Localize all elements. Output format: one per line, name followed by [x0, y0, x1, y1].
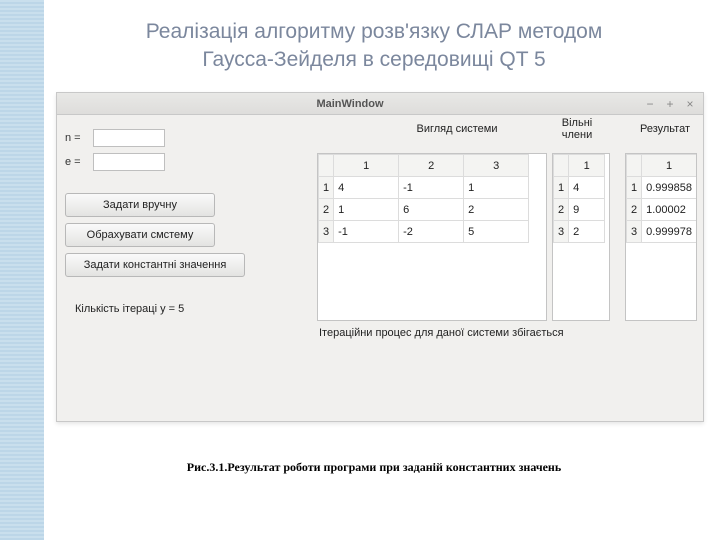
free-terms-table[interactable]: 1142932	[552, 153, 610, 321]
n-field-row: n =	[65, 129, 245, 147]
col-header: 1	[642, 155, 697, 177]
table-cell[interactable]: -1	[399, 177, 464, 199]
table-cell[interactable]: 0.999978	[642, 221, 697, 243]
corner-cell	[554, 155, 569, 177]
result-table[interactable]: 110.99985821.0000230.999978	[625, 153, 697, 321]
header-free-l2: члени	[562, 129, 593, 141]
e-input[interactable]	[93, 153, 165, 171]
table-cell[interactable]: 0.999858	[642, 177, 697, 199]
n-input[interactable]	[93, 129, 165, 147]
table-cell[interactable]: 4	[569, 177, 605, 199]
e-field-row: e =	[65, 153, 245, 171]
compute-button[interactable]: Обрахувати смстему	[65, 223, 215, 247]
row-header: 2	[554, 199, 569, 221]
table-cell[interactable]: 1	[334, 199, 399, 221]
slide-left-stripe	[0, 0, 44, 540]
constants-button[interactable]: Задати константні значення	[65, 253, 245, 277]
app-window: MainWindow − + × n = e = Задати вручну О…	[56, 92, 704, 422]
header-system: Вигляд системи	[387, 123, 527, 135]
table-cell[interactable]: 4	[334, 177, 399, 199]
col-header: 2	[399, 155, 464, 177]
table-cell[interactable]: 1	[464, 177, 529, 199]
row-header: 2	[627, 199, 642, 221]
row-header: 1	[554, 177, 569, 199]
maximize-icon[interactable]: +	[663, 97, 677, 111]
row-header: 3	[627, 221, 642, 243]
slide-title-line1: Реалізація алгоритму розв'язку СЛАР мето…	[146, 20, 603, 43]
figure-caption: Рис.3.1.Результат роботи програми при за…	[44, 460, 704, 475]
row-header: 2	[319, 199, 334, 221]
header-free: Вільні члени	[547, 117, 607, 141]
close-icon[interactable]: ×	[683, 97, 697, 111]
table-cell[interactable]: 5	[464, 221, 529, 243]
col-header: 1	[569, 155, 605, 177]
row-header: 1	[627, 177, 642, 199]
table-cell[interactable]: -1	[334, 221, 399, 243]
window-title: MainWindow	[57, 98, 643, 110]
table-cell[interactable]: 9	[569, 199, 605, 221]
row-header: 1	[319, 177, 334, 199]
row-header: 3	[319, 221, 334, 243]
table-cell[interactable]: 1.00002	[642, 199, 697, 221]
iterations-label: Кількість ітераці у = 5	[75, 303, 184, 315]
corner-cell	[319, 155, 334, 177]
buttons-zone: Задати вручну Обрахувати смстему Задати …	[65, 193, 265, 283]
e-label: e =	[65, 156, 93, 168]
window-content: n = e = Задати вручну Обрахувати смстему…	[57, 115, 703, 421]
table-cell[interactable]: 2	[569, 221, 605, 243]
header-free-l1: Вільні	[562, 117, 592, 129]
slide-title: Реалізація алгоритму розв'язку СЛАР мето…	[44, 18, 704, 75]
table-cell[interactable]: 6	[399, 199, 464, 221]
col-header: 3	[464, 155, 529, 177]
header-result: Результат	[635, 123, 695, 135]
table-cell[interactable]: -2	[399, 221, 464, 243]
table-cell[interactable]: 2	[464, 199, 529, 221]
minimize-icon[interactable]: −	[643, 97, 657, 111]
n-label: n =	[65, 132, 93, 144]
inputs-zone: n = e =	[65, 129, 245, 177]
slide-title-line2: Гаусса-Зейделя в середовищі QT 5	[202, 48, 545, 71]
window-controls: − + ×	[643, 97, 703, 111]
status-message: Ітераційни процес для даної системи збіг…	[319, 327, 564, 339]
row-header: 3	[554, 221, 569, 243]
titlebar: MainWindow − + ×	[57, 93, 703, 115]
col-header: 1	[334, 155, 399, 177]
manual-button[interactable]: Задати вручну	[65, 193, 215, 217]
matrix-table[interactable]: 12314-1121623-1-25	[317, 153, 547, 321]
corner-cell	[627, 155, 642, 177]
